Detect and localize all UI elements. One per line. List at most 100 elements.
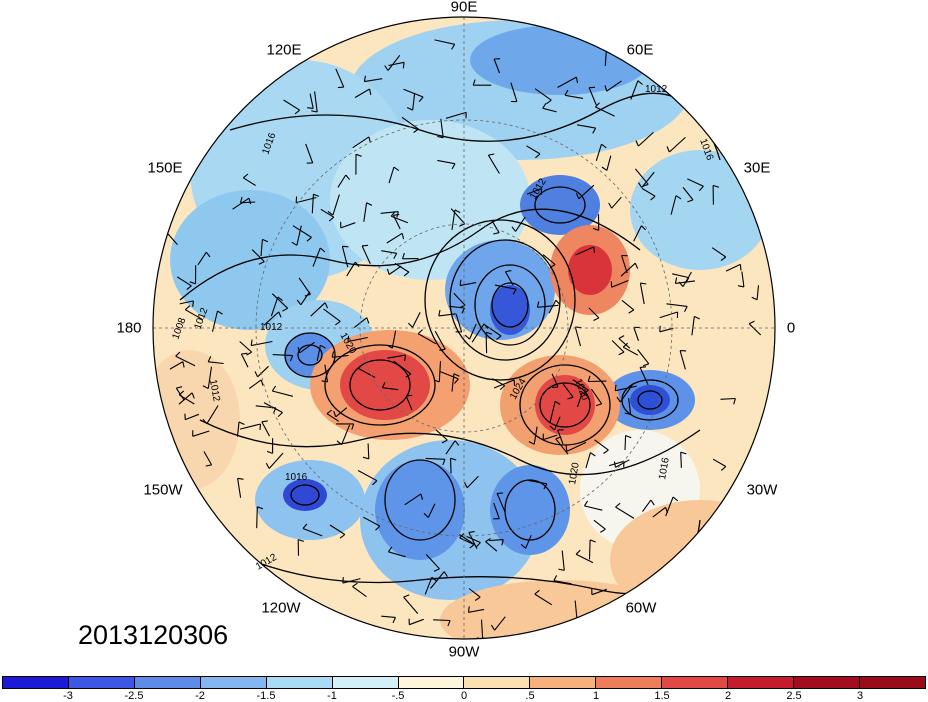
wind-barb-flag [674,277,678,284]
wind-barb [450,208,466,225]
wind-barb-flag [447,620,451,627]
wind-barb [296,225,302,246]
wind-barb-flag [575,549,581,555]
wind-barb [551,373,559,388]
wind-barb-flag [257,506,264,510]
wind-barb [197,251,207,266]
wind-barb [480,619,484,639]
wind-barb [669,136,686,153]
wind-barb [561,550,565,571]
wind-barb-flag [535,153,541,159]
wind-barb [251,340,273,347]
wind-barb [332,354,349,358]
wind-barb [672,273,690,279]
wind-barb-flag [642,363,649,367]
wind-barb-flag [666,146,670,153]
wind-barb [466,535,481,544]
wind-barb-flag [362,456,369,460]
wind-barb-flag [186,285,192,291]
wind-barb-flag [720,256,727,262]
wind-barb [342,578,361,584]
wind-barb [633,327,640,341]
wind-barb [388,166,395,184]
wind-barb [576,392,583,408]
wind-barb [179,300,194,305]
wind-barb [630,80,639,100]
wind-barb [593,519,606,530]
wind-barb [611,340,625,353]
wind-barb-flag [628,309,635,314]
wind-barb-flag [331,351,335,358]
wind-barb-flag [439,348,446,351]
wind-barb [633,225,642,242]
wind-barb [363,202,368,222]
wind-barb [364,78,383,83]
wind-barb-flag [420,493,424,500]
wind-barb [326,413,340,422]
wind-barb-flag [191,392,195,399]
wind-barb [534,593,553,606]
wind-barb [459,534,475,545]
wind-barb-flag [306,236,312,242]
wind-barb [272,390,294,397]
wind-barb [237,478,242,498]
wind-barb-flag [381,382,386,388]
wind-barb-flag [505,270,512,273]
wind-barb [615,506,635,519]
colorbar-cell [859,677,925,688]
wind-barb [255,405,276,409]
wind-barb-flag [176,386,183,389]
wind-barb [427,503,436,518]
wind-barb-flag [351,423,355,430]
wind-barb [185,413,200,421]
wind-barb-flag [575,76,579,84]
wind-barb [469,323,477,340]
wind-barb [346,261,356,277]
wind-barb [720,397,736,400]
wind-barb-flag [493,232,500,235]
wind-barb [240,353,249,368]
wind-barb [270,296,279,317]
wind-barb [608,460,625,467]
colorbar-cell [794,677,860,688]
lon-label-30e: 30E [743,159,771,177]
wind-barb [687,178,704,187]
wind-barb-flag [401,233,405,240]
wind-barb [310,302,326,317]
wind-barb-flag [684,306,688,313]
contour-label: 1016 [657,456,672,480]
wind-barb [387,354,406,359]
wind-barb-flag [583,500,589,507]
wind-barb [335,407,348,418]
wind-barb [487,154,500,174]
wind-barb [638,131,654,147]
wind-barb-flag [581,392,588,397]
wind-barb [659,311,678,319]
wind-barb [192,430,210,437]
wind-barb-flag [593,317,600,321]
colorbar-tick-label: 3 [856,690,864,702]
wind-barb [401,116,419,130]
wind-barb [341,424,351,445]
wind-barb-flag [386,344,393,349]
wind-barb [588,539,591,560]
wind-barb-flag [239,196,243,203]
wind-barb [534,88,552,101]
wind-barb-flag [368,136,371,143]
wind-barb-flag [450,457,457,461]
wind-barb [466,475,479,489]
colorbar-cell [530,677,597,688]
colorbar-cell [68,677,135,688]
wind-barb [268,452,284,469]
wind-barb [175,387,185,401]
wind-barb-flag [589,539,596,543]
wind-barb [175,355,196,367]
wind-barb [236,421,240,437]
wind-barb [367,443,370,459]
wind-barb [553,416,561,431]
wind-barb [504,271,514,286]
wind-barb [381,615,396,618]
colorbar-cell [728,677,795,688]
wind-barb [323,308,341,322]
